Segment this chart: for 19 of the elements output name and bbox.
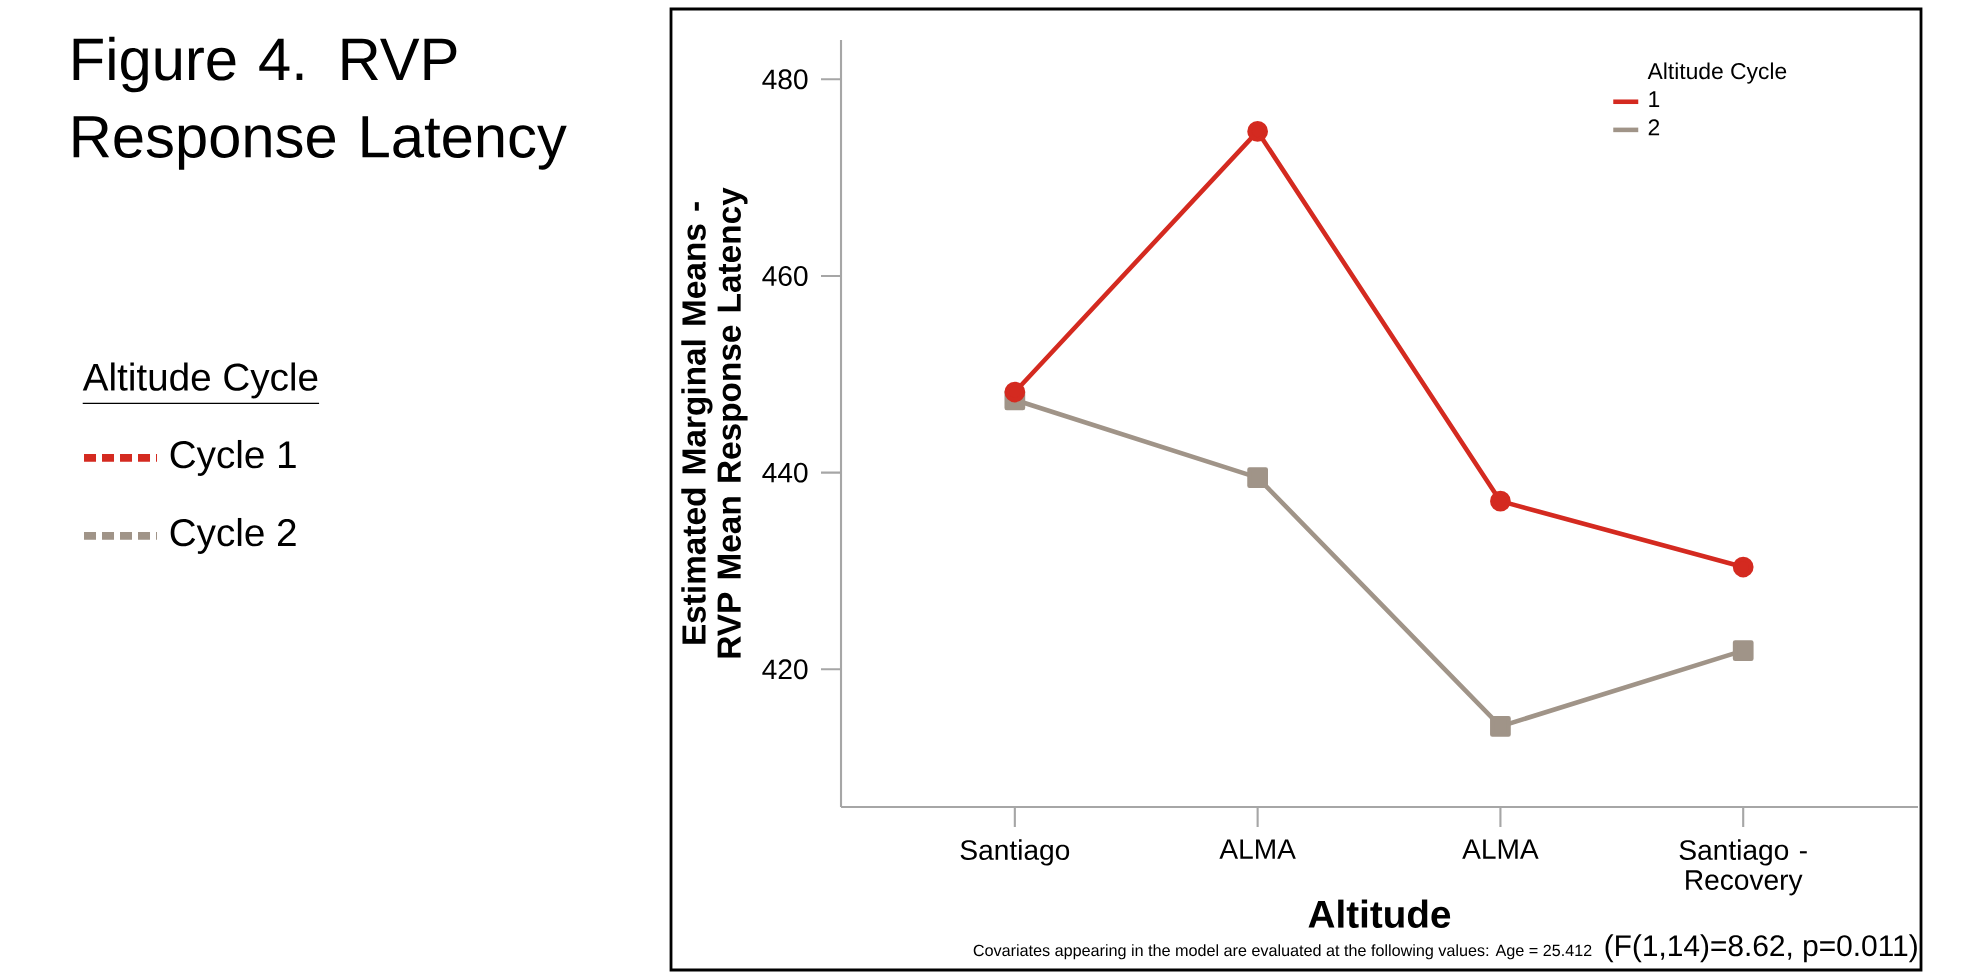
y-tick-label: 460 [762,266,808,286]
y-tick-label: 480 [762,69,808,90]
y-tick-label: 440 [762,462,808,483]
legend-label: 1 [1649,91,1660,107]
x-tick-label: Santiago - Recovery [1679,839,1807,896]
x-tick-label: ALMA [1219,839,1296,859]
text: Cycle 1 [170,439,296,476]
legend-title: Altitude Cycle [1647,62,1787,84]
text: Covariates appearing in the model are evaluated at the following values: Age = 25.412 [973,944,1592,960]
y-tick-label: 420 [762,659,808,680]
text: (F(1,14)=8.62, p=0.011) [1605,934,1917,963]
x-axis-title: Altitude [1308,899,1451,929]
y-axis-title: Estimated Marginal Means - RVP Mean Response Latency [681,187,748,658]
text: Cycle 2 [170,517,296,554]
x-tick-label: Santiago [960,839,1070,866]
text: Figure 4. RVP Response Latency [73,36,567,170]
text: Altitude Cycle [82,362,318,399]
legend-label: 2 [1648,119,1660,136]
x-tick-label: ALMA [1462,839,1539,859]
